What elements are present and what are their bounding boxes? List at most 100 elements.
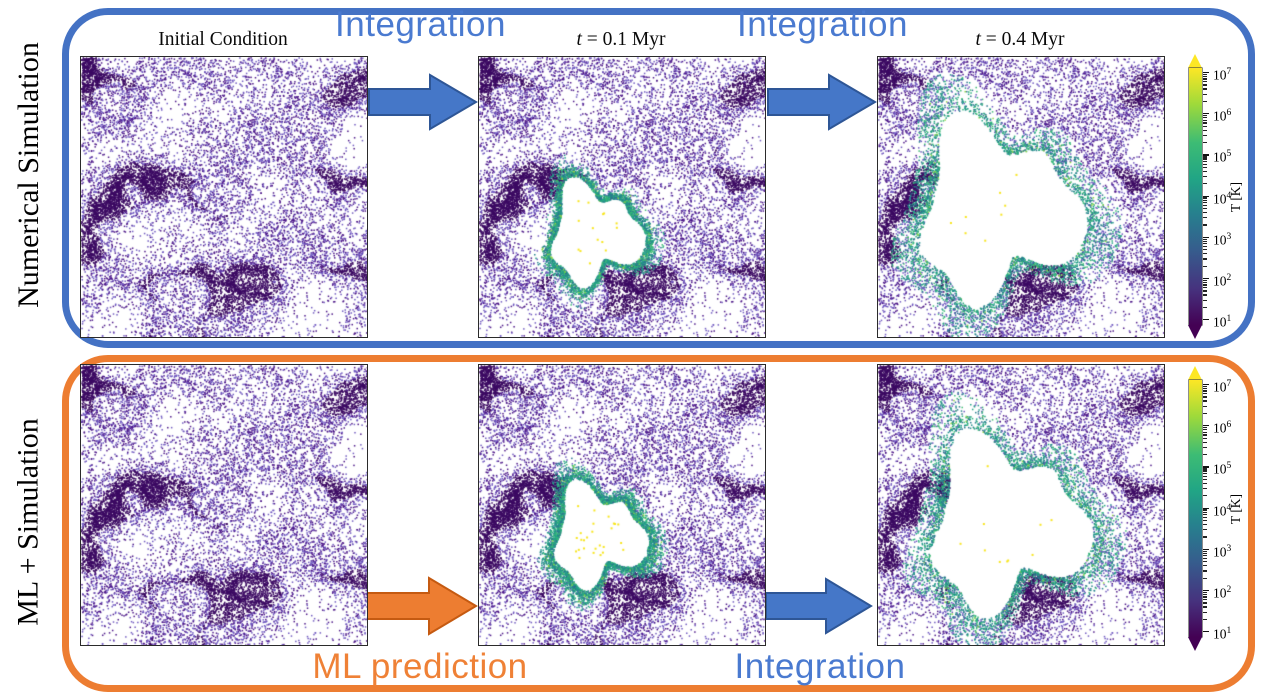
- integration-label-top-1: Integration: [335, 5, 506, 44]
- colorbar-major-tick: [1203, 466, 1209, 468]
- colorbar-minor-tick: [1203, 199, 1207, 201]
- colorbar-minor-tick: [1203, 611, 1207, 613]
- colorbar-minor-tick: [1203, 529, 1207, 531]
- colorbar-major-tick: [1203, 236, 1209, 239]
- colorbar-minor-tick: [1203, 211, 1207, 214]
- colorbar-minor-tick: [1203, 468, 1207, 470]
- colorbar-minor-tick: [1203, 160, 1207, 163]
- colorbar-minor-tick: [1203, 243, 1207, 245]
- colorbar-tick-label: 104: [1213, 502, 1232, 519]
- colorbar-extend-min: [1188, 637, 1202, 651]
- panel-title-t01: t = 0.1 Myr: [478, 27, 764, 53]
- colorbar-minor-tick: [1203, 550, 1207, 552]
- colorbar-minor-tick: [1203, 385, 1207, 388]
- colorbar-minor-tick: [1203, 487, 1207, 490]
- colorbar-minor-tick: [1203, 125, 1207, 127]
- colorbar-minor-tick: [1203, 81, 1207, 83]
- colorbar-minor-tick: [1203, 78, 1207, 80]
- colorbar-minor-tick: [1203, 431, 1207, 433]
- colorbar-minor-tick: [1203, 245, 1207, 248]
- colorbar-minor-tick: [1203, 217, 1207, 219]
- colorbar-minor-tick: [1203, 577, 1207, 579]
- colorbar-minor-tick: [1203, 141, 1207, 144]
- colorbar-minor-tick: [1203, 183, 1207, 185]
- panel-title-text: = 0.1 Myr: [581, 29, 666, 50]
- colorbar-minor-tick: [1203, 618, 1207, 621]
- colorbar-minor-tick: [1203, 405, 1207, 407]
- colorbar-tick-label: 103: [1213, 543, 1232, 560]
- colorbar-axis-label: T [K]: [1228, 181, 1244, 211]
- colorbar-minor-tick: [1203, 249, 1207, 251]
- scatter-panel-numerical-t04: [877, 56, 1165, 338]
- colorbar-minor-tick: [1203, 284, 1207, 286]
- colorbar-minor-tick: [1203, 175, 1207, 178]
- colorbar-axis-label-text: T [K]: [1228, 181, 1243, 212]
- colorbar-minor-tick: [1203, 88, 1207, 90]
- colorbar-minor-tick: [1203, 437, 1207, 439]
- colorbar-minor-tick: [1203, 511, 1207, 513]
- colorbar-major-tick: [1203, 278, 1209, 280]
- colorbar-minor-tick: [1203, 73, 1207, 76]
- colorbar-minor-tick: [1203, 208, 1207, 210]
- colorbar-minor-tick: [1203, 306, 1207, 309]
- colorbar-minor-tick: [1203, 453, 1207, 456]
- panel-title-italic: t: [576, 29, 582, 50]
- colorbar-minor-tick: [1203, 516, 1207, 519]
- colorbar-minor-tick: [1203, 429, 1207, 431]
- colorbar-gradient: [1189, 68, 1202, 325]
- panel-title-italic: t: [975, 29, 981, 50]
- ml-prediction-label: ML prediction: [312, 647, 528, 686]
- colorbar-major-tick: [1203, 113, 1209, 115]
- row-label-numerical-simulation: Numerical Simulation: [0, 9, 58, 341]
- colorbar-minor-tick: [1203, 224, 1207, 226]
- colorbar-minor-tick: [1203, 258, 1207, 260]
- colorbar-axis-label: T [K]: [1228, 493, 1244, 523]
- colorbar-minor-tick: [1203, 472, 1207, 475]
- colorbar-minor-tick: [1203, 593, 1207, 596]
- colorbar-minor-tick: [1203, 166, 1207, 169]
- scatter-panel-ml-t01: [478, 364, 766, 646]
- ml-prediction-arrow: [366, 576, 478, 636]
- colorbar-tick-label: 101: [1213, 626, 1232, 642]
- colorbar-tick-label: 106: [1213, 420, 1232, 436]
- colorbar-minor-tick: [1203, 265, 1207, 267]
- colorbar-tick-label: 104: [1213, 190, 1232, 207]
- colorbar-minor-tick: [1203, 134, 1207, 137]
- colorbar-minor-tick: [1203, 156, 1207, 158]
- colorbar-minor-tick: [1203, 513, 1207, 516]
- colorbar-minor-tick: [1203, 509, 1207, 511]
- colorbar-minor-tick: [1203, 240, 1207, 243]
- row-label-ml-simulation: ML + Simulation: [0, 356, 58, 688]
- colorbar-major-tick: [1203, 72, 1209, 74]
- colorbar-minor-tick: [1203, 495, 1207, 497]
- colorbar-minor-tick: [1203, 93, 1207, 95]
- ml-simulation-box: [62, 355, 1255, 692]
- colorbar-minor-tick: [1203, 606, 1207, 608]
- colorbar-minor-tick: [1203, 158, 1207, 160]
- colorbar-minor-tick: [1203, 555, 1207, 557]
- colorbar-minor-tick: [1203, 602, 1207, 604]
- colorbar-minor-tick: [1203, 557, 1207, 560]
- colorbar-minor-tick: [1203, 294, 1207, 296]
- integration-label-top-2: Integration: [737, 5, 908, 44]
- scatter-panel-ml-t04: [877, 364, 1165, 646]
- colorbar-tick-label: 105: [1213, 149, 1232, 165]
- colorbar-minor-tick: [1203, 119, 1207, 121]
- colorbar-major-tick: [1203, 384, 1209, 386]
- colorbar-minor-tick: [1203, 520, 1207, 522]
- colorbar-minor-tick: [1203, 412, 1207, 415]
- colorbar-tick-label: 107: [1213, 379, 1232, 395]
- colorbar-minor-tick: [1203, 170, 1207, 173]
- colorbar-minor-tick: [1203, 434, 1207, 436]
- colorbar-minor-tick: [1203, 400, 1207, 402]
- colorbar-minor-tick: [1203, 290, 1207, 292]
- colorbar-minor-tick: [1203, 565, 1207, 567]
- colorbar-minor-tick: [1203, 299, 1207, 301]
- colorbar-minor-tick: [1203, 287, 1207, 289]
- colorbar-extend-max: [1188, 366, 1202, 380]
- colorbar-tick-label: 106: [1213, 108, 1232, 124]
- colorbar-minor-tick: [1203, 470, 1207, 472]
- colorbar-minor-tick: [1203, 238, 1207, 240]
- colorbar-minor-tick: [1203, 84, 1207, 86]
- colorbar-major-tick: [1203, 548, 1209, 551]
